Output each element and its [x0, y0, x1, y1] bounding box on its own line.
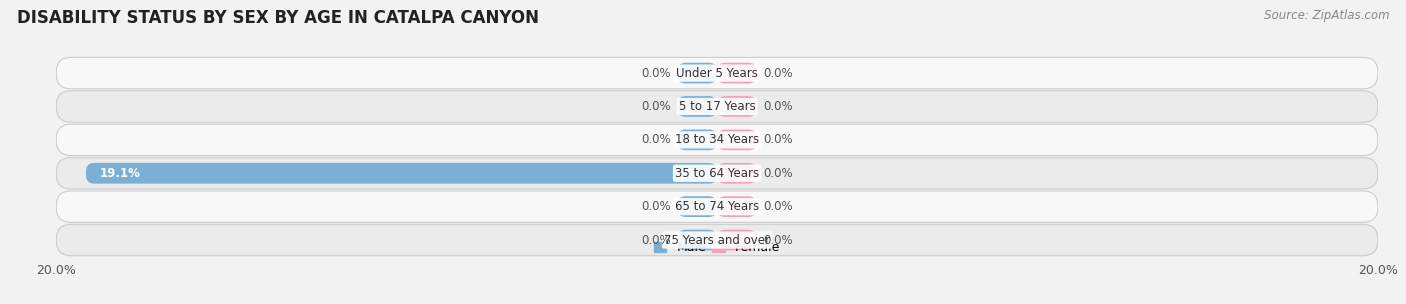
FancyBboxPatch shape: [678, 196, 717, 217]
Text: 5 to 17 Years: 5 to 17 Years: [679, 100, 755, 113]
Text: 0.0%: 0.0%: [641, 233, 671, 247]
FancyBboxPatch shape: [717, 230, 756, 250]
Text: Under 5 Years: Under 5 Years: [676, 67, 758, 80]
FancyBboxPatch shape: [56, 191, 1378, 222]
FancyBboxPatch shape: [678, 96, 717, 117]
FancyBboxPatch shape: [717, 63, 756, 83]
Text: 0.0%: 0.0%: [763, 133, 793, 146]
FancyBboxPatch shape: [56, 91, 1378, 122]
FancyBboxPatch shape: [678, 130, 717, 150]
Text: 0.0%: 0.0%: [641, 200, 671, 213]
Text: 18 to 34 Years: 18 to 34 Years: [675, 133, 759, 146]
Text: Source: ZipAtlas.com: Source: ZipAtlas.com: [1264, 9, 1389, 22]
Text: 0.0%: 0.0%: [763, 100, 793, 113]
Legend: Male, Female: Male, Female: [654, 241, 780, 254]
Text: 0.0%: 0.0%: [641, 100, 671, 113]
FancyBboxPatch shape: [56, 224, 1378, 256]
FancyBboxPatch shape: [86, 163, 717, 184]
FancyBboxPatch shape: [717, 163, 756, 184]
FancyBboxPatch shape: [678, 63, 717, 83]
Text: 0.0%: 0.0%: [763, 167, 793, 180]
Text: 75 Years and over: 75 Years and over: [664, 233, 770, 247]
Text: 0.0%: 0.0%: [763, 233, 793, 247]
FancyBboxPatch shape: [56, 124, 1378, 156]
FancyBboxPatch shape: [717, 96, 756, 117]
FancyBboxPatch shape: [717, 196, 756, 217]
Text: 0.0%: 0.0%: [641, 133, 671, 146]
Text: 0.0%: 0.0%: [763, 67, 793, 80]
Text: 0.0%: 0.0%: [641, 67, 671, 80]
Text: 65 to 74 Years: 65 to 74 Years: [675, 200, 759, 213]
FancyBboxPatch shape: [678, 230, 717, 250]
FancyBboxPatch shape: [56, 157, 1378, 189]
FancyBboxPatch shape: [717, 130, 756, 150]
Text: 35 to 64 Years: 35 to 64 Years: [675, 167, 759, 180]
FancyBboxPatch shape: [56, 57, 1378, 89]
Text: DISABILITY STATUS BY SEX BY AGE IN CATALPA CANYON: DISABILITY STATUS BY SEX BY AGE IN CATAL…: [17, 9, 538, 27]
Text: 0.0%: 0.0%: [763, 200, 793, 213]
Text: 19.1%: 19.1%: [100, 167, 141, 180]
